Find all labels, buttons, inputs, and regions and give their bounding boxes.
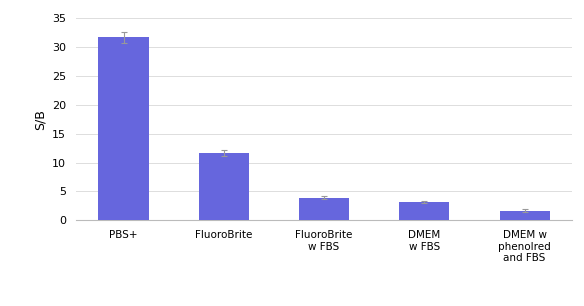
Y-axis label: S/B: S/B [33,109,47,130]
Bar [299,198,349,220]
Bar [500,211,550,220]
Bar [399,202,450,220]
Bar [199,153,249,220]
Bar [99,37,148,220]
